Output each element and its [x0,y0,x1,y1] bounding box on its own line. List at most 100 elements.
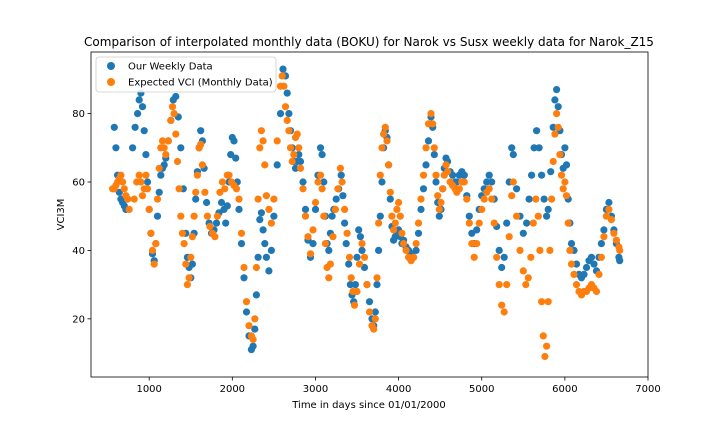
data-point [235,195,243,203]
data-point [291,164,300,172]
data-point [318,151,326,159]
data-point [422,144,430,152]
data-point [419,171,428,179]
data-point [190,212,198,220]
data-point [299,185,307,193]
data-point [321,240,329,248]
data-point [530,144,538,152]
legend-monthly-marker [107,78,115,86]
data-point [424,137,433,145]
data-point [478,205,486,213]
data-point [554,103,562,111]
data-point [562,192,571,200]
data-point [544,298,552,306]
data-point [386,188,394,196]
data-point [296,164,305,172]
data-point [129,144,137,152]
data-point [311,205,320,213]
data-point [152,240,160,248]
data-point [597,240,606,248]
data-point [256,216,264,224]
data-point [540,195,548,203]
data-point [227,151,235,159]
data-point [460,178,468,186]
data-point [538,298,546,306]
data-point [553,86,561,94]
data-point [419,185,428,193]
data-point [145,205,153,213]
data-point [230,137,238,145]
data-point [590,260,598,268]
data-point [211,233,219,241]
data-point [490,219,498,227]
data-point [493,253,501,261]
data-point [270,212,278,220]
data-point [412,240,420,248]
data-point [267,219,275,227]
data-point [270,195,278,203]
data-point [435,212,443,220]
data-point [342,240,350,248]
data-point [567,260,576,268]
data-point [217,198,226,207]
data-point [157,171,165,179]
data-point [283,116,291,124]
data-point [570,270,578,278]
data-point [375,219,383,227]
data-point [417,195,425,203]
data-point [483,178,491,186]
data-point [223,202,231,210]
data-point [543,342,551,350]
data-point [410,253,418,261]
data-point [153,212,162,220]
data-point [485,171,493,179]
x-tick-label: 3000 [303,384,328,395]
data-point [430,151,438,159]
data-point [135,171,143,179]
data-point [363,281,371,289]
data-point [572,260,581,268]
data-point [320,212,328,220]
data-point [273,137,281,145]
data-point [201,188,209,196]
x-tick-label: 2000 [220,384,245,395]
data-point [610,229,618,237]
data-point [527,253,535,261]
legend: Our Weekly Data Expected VCI (Monthly Da… [95,56,277,93]
data-point [350,301,359,309]
data-point [434,192,442,200]
data-point [587,253,596,261]
data-point [519,229,527,237]
data-point [388,212,396,220]
data-point [473,226,481,234]
data-point [318,185,326,193]
data-point [288,157,296,166]
data-point [355,260,364,268]
data-point [188,260,196,268]
data-point [465,212,473,220]
x-tick-label: 1000 [136,384,161,395]
data-point [206,222,214,231]
data-point [285,127,293,135]
data-point [414,219,423,227]
data-point [124,195,132,203]
data-point [430,144,438,152]
data-point [566,246,574,254]
data-point [557,171,566,179]
data-point [522,281,530,289]
data-point [338,178,346,186]
data-point [125,205,133,213]
data-point [198,161,206,169]
data-point [249,335,257,343]
data-point [142,151,150,159]
data-point [495,246,503,254]
data-point [400,240,408,248]
data-point [290,151,298,159]
data-point [304,233,312,241]
data-point [138,103,147,111]
data-point [309,226,317,234]
data-point [262,192,270,200]
data-point [183,281,191,289]
plot-area [90,51,649,378]
data-point [616,246,624,254]
